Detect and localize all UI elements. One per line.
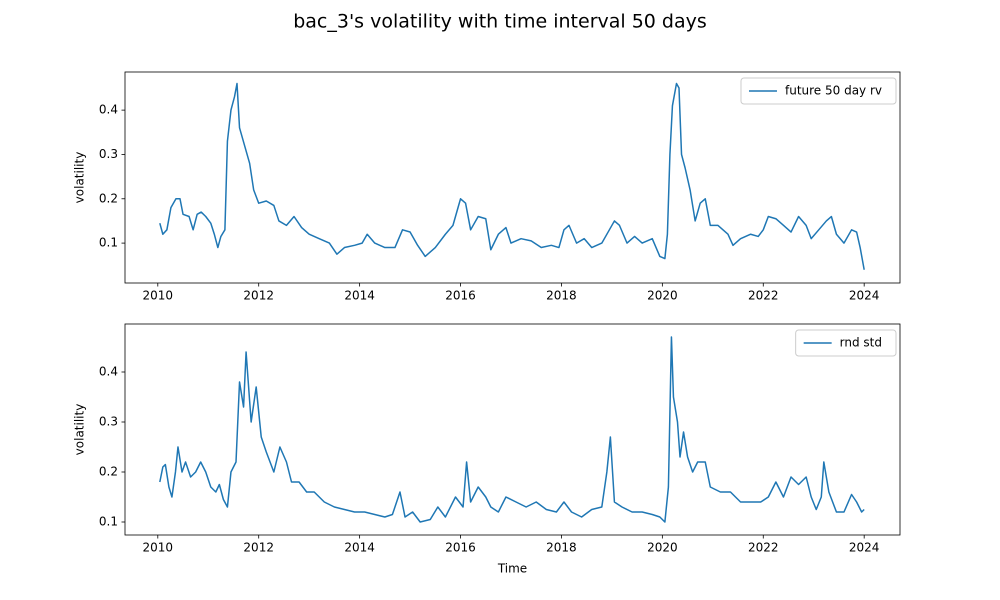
y-tick-label: 0.1	[99, 236, 118, 250]
x-tick-label: 2012	[243, 289, 274, 303]
series-line	[159, 82, 865, 270]
legend-label: rnd std	[840, 336, 882, 350]
y-tick-label: 0.4	[99, 103, 118, 117]
y-axis-label: volatility	[73, 404, 87, 456]
x-tick-label: 2020	[647, 541, 678, 555]
x-tick-label: 2018	[546, 541, 577, 555]
legend: rnd std	[795, 329, 897, 357]
x-tick-label: 2020	[647, 289, 678, 303]
figure-title: bac_3's volatility with time interval 50…	[293, 11, 707, 33]
x-tick-label: 2022	[748, 289, 779, 303]
x-tick-label: 2024	[849, 289, 880, 303]
legend: future 50 day rv	[740, 77, 897, 105]
y-tick-label: 0.4	[99, 365, 118, 379]
x-tick-label: 2014	[344, 541, 375, 555]
y-tick-label: 0.1	[99, 515, 118, 529]
x-tick-label: 2014	[344, 289, 375, 303]
x-tick-label: 2024	[849, 541, 880, 555]
x-tick-label: 2012	[243, 541, 274, 555]
x-tick-label: 2016	[445, 541, 476, 555]
x-tick-label: 2010	[143, 541, 174, 555]
series-line	[159, 336, 865, 523]
x-tick-label: 2010	[143, 289, 174, 303]
y-tick-label: 0.2	[99, 191, 118, 205]
y-axis-label: volatility	[73, 152, 87, 204]
y-tick-label: 0.3	[99, 147, 118, 161]
x-tick-label: 2016	[445, 289, 476, 303]
x-tick-label: 2022	[748, 541, 779, 555]
legend-box	[740, 77, 897, 105]
axes-frame	[124, 71, 901, 284]
legend-box	[795, 329, 897, 357]
x-tick-label: 2018	[546, 289, 577, 303]
axes-frame	[124, 323, 901, 536]
legend-label: future 50 day rv	[785, 84, 882, 98]
y-tick-label: 0.3	[99, 415, 118, 429]
y-tick-label: 0.2	[99, 465, 118, 479]
x-axis-label: Time	[497, 562, 527, 576]
